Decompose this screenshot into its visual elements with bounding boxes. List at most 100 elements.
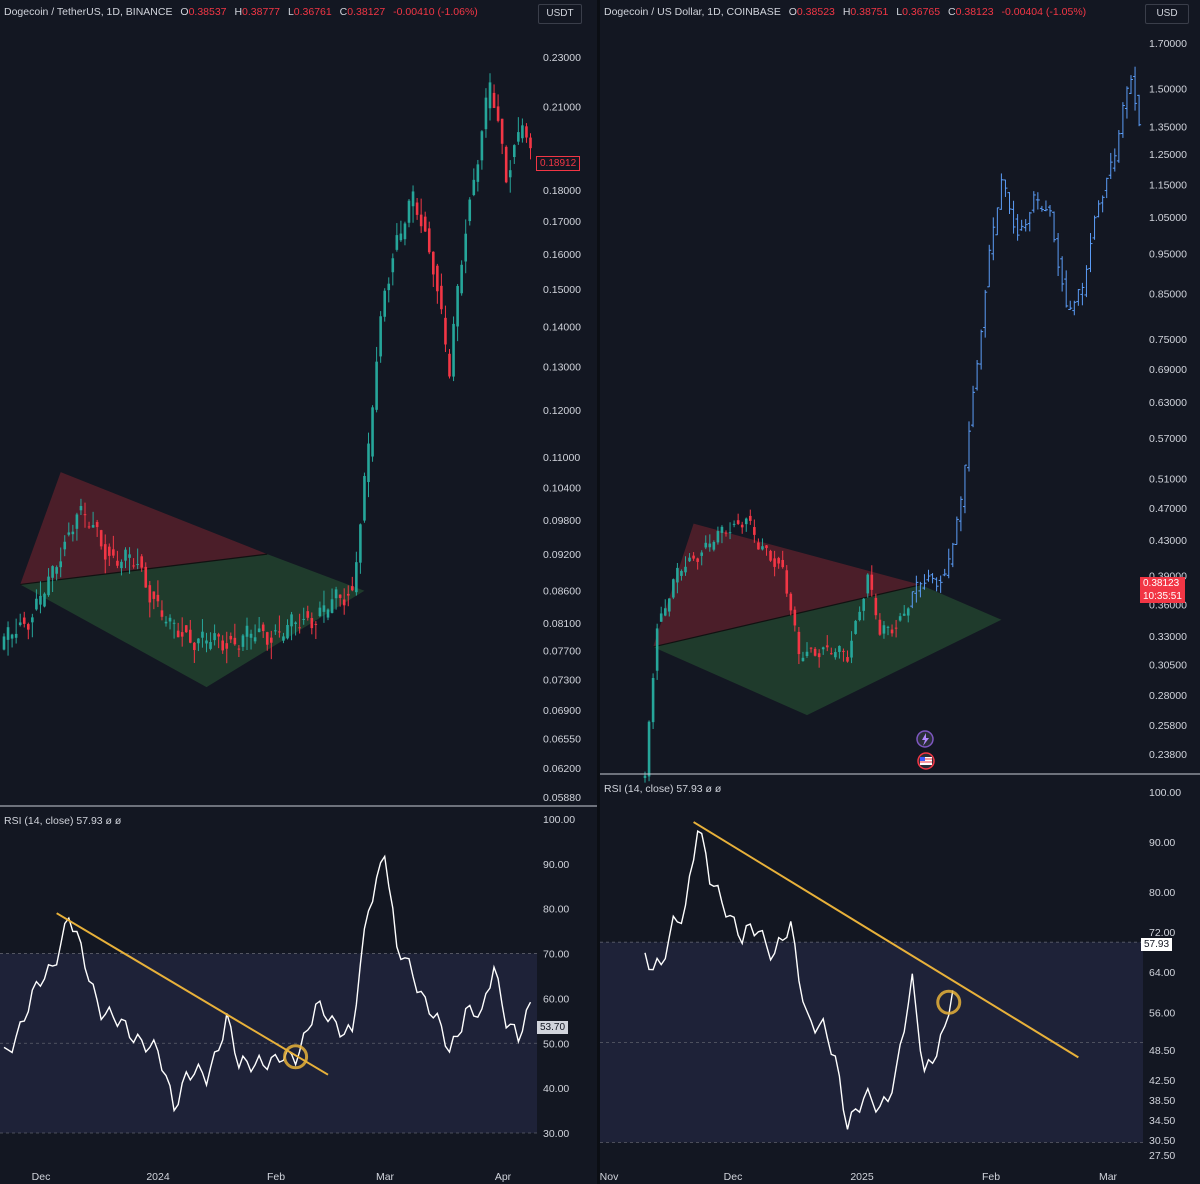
time-tick-label: Feb: [267, 1171, 285, 1183]
price-tick-label: 0.06900: [543, 705, 581, 717]
rsi-line: [3, 854, 532, 1113]
candle-body: [201, 631, 204, 638]
candle-body: [233, 637, 237, 645]
candle-body: [391, 258, 395, 273]
candle-body: [55, 567, 58, 574]
rsi-tick-label: 48.50: [1149, 1045, 1175, 1057]
candle-body: [87, 526, 91, 528]
candle-body: [521, 125, 524, 139]
rsi-tick-label: 60.00: [543, 993, 569, 1005]
flag-icon-canton: [920, 757, 925, 761]
right-chart-canvas[interactable]: 1.70000 1.50000 1.35000 1.25000 1.15000 1.050…: [600, 0, 1200, 1184]
candle-body: [205, 640, 208, 644]
candle-body: [805, 651, 809, 657]
time-tick-label: 2024: [146, 1171, 170, 1183]
price-tick-label: 0.05880: [543, 792, 581, 804]
candle-body: [318, 607, 322, 617]
candle-body: [6, 627, 10, 640]
candle-body: [854, 620, 857, 634]
time-tick-label: Apr: [495, 1171, 512, 1183]
candle-body: [708, 543, 712, 548]
price-value: 0.38123: [1143, 578, 1180, 589]
rsi-axis: 100.00 90.00 80.00 70.00 60.00 50.00 40.00 30.0…: [543, 814, 575, 1140]
right-chart-panel[interactable]: 1.70000 1.50000 1.35000 1.25000 1.15000 1.050…: [600, 0, 1200, 1184]
candle-body: [777, 558, 780, 564]
rsi-tick-label: 80.00: [1149, 887, 1175, 899]
candle-body: [342, 599, 346, 606]
symbol-title: Dogecoin / TetherUS, 1D, BINANCE: [4, 6, 173, 18]
green-triangle-zone: [20, 554, 365, 688]
candle-body: [769, 550, 772, 561]
rsi-tick-label: 80.00: [543, 904, 569, 916]
candle-body: [363, 475, 366, 521]
candle-body: [821, 647, 825, 650]
countdown-timer: 10:35:51: [1143, 591, 1182, 602]
candle-body: [39, 595, 42, 605]
candle-body: [842, 650, 845, 652]
time-tick-label: Mar: [1099, 1171, 1118, 1183]
left-chart-canvas[interactable]: 0.23000 0.21000 0.18000 0.17000 0.16000 0.150…: [0, 0, 597, 1184]
time-axis: Nov Dec 2025 Feb Mar: [600, 1171, 1118, 1183]
candle-body: [866, 574, 870, 594]
candle-body: [326, 609, 330, 618]
candle-body: [472, 179, 476, 196]
rsi-tick-label: 30.50: [1149, 1135, 1175, 1147]
candle-body: [525, 126, 528, 138]
candle-body: [496, 106, 500, 121]
candle-body: [838, 645, 841, 652]
candle-body: [103, 544, 107, 560]
candle-body: [500, 118, 504, 144]
candle-body: [193, 642, 196, 651]
candle-body: [423, 216, 427, 232]
candle-body: [116, 560, 119, 566]
price-label: 0.18912: [536, 156, 581, 171]
rsi-tick-label: 50.00: [543, 1038, 569, 1050]
price-tick-label: 0.18000: [543, 185, 581, 197]
candle-body: [197, 638, 200, 644]
candle-body: [351, 586, 354, 591]
price-tick-label: 0.30500: [1149, 659, 1187, 671]
price-tick-label: 0.23000: [543, 52, 581, 64]
price-tick-label: 1.15000: [1149, 179, 1187, 191]
price-tick-label: 1.05000: [1149, 212, 1187, 224]
rsi-value-label: 57.93: [1141, 938, 1173, 951]
time-axis: Dec 2024 Feb Mar Apr: [32, 1171, 512, 1183]
price-tick-label: 0.21000: [543, 101, 581, 113]
currency-button[interactable]: USDT: [538, 4, 582, 24]
price-tick-label: 0.10400: [543, 483, 581, 495]
candle-body: [850, 640, 853, 658]
candle-body: [180, 632, 184, 637]
rsi-tick-label: 34.50: [1149, 1115, 1175, 1127]
currency-button[interactable]: USD: [1145, 4, 1189, 24]
candle-body: [225, 643, 229, 649]
left-chart-panel[interactable]: 0.23000 0.21000 0.18000 0.17000 0.16000 0.150…: [0, 0, 597, 1184]
candle-body: [647, 721, 651, 777]
candle-body: [63, 541, 67, 550]
price-tick-label: 0.13000: [543, 362, 581, 374]
candle-body: [468, 199, 472, 222]
candle-body: [124, 549, 127, 561]
price-tick-label: 0.43000: [1149, 535, 1187, 547]
candle-body: [31, 617, 34, 623]
candle-body: [22, 617, 26, 624]
price-tick-label: 0.47000: [1149, 503, 1187, 515]
candle-body: [688, 557, 691, 562]
rsi-trendline: [56, 912, 329, 1076]
candle-body: [749, 515, 752, 521]
rsi-trendline: [693, 821, 1079, 1059]
candle-body: [464, 233, 467, 262]
candle-body: [322, 605, 326, 612]
candle-body: [488, 82, 492, 109]
candle-body: [517, 132, 520, 142]
candle-body: [302, 618, 305, 620]
candle-body: [744, 518, 748, 525]
candle-body: [120, 561, 123, 569]
candle-body: [761, 546, 764, 550]
candle-body: [261, 624, 265, 632]
candle-body: [310, 618, 314, 629]
price-tick-label: 0.15000: [543, 284, 581, 296]
price-tick-label: 0.07700: [543, 646, 581, 658]
open-value: 0.38537: [188, 6, 227, 18]
candle-body: [79, 506, 83, 511]
candle-body: [14, 633, 18, 638]
